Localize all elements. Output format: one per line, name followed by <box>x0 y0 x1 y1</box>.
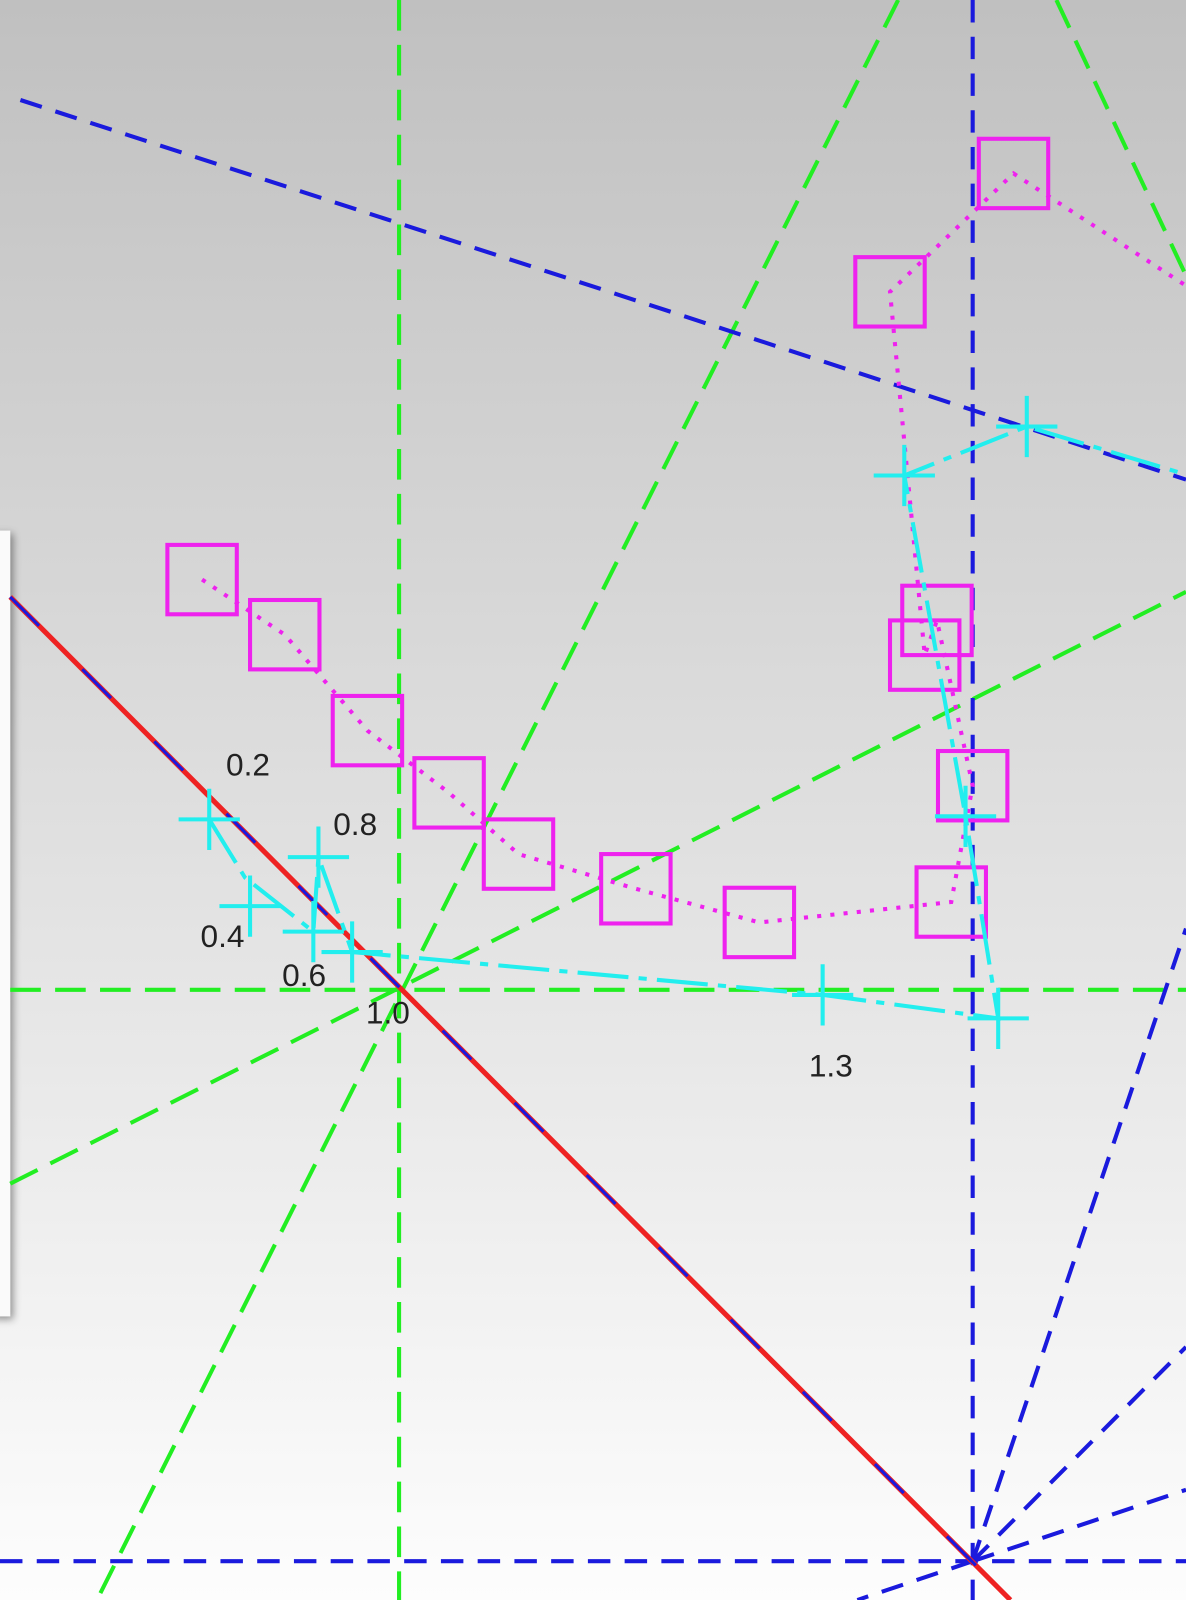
cyan-series <box>178 395 1186 1049</box>
point-label: 1.3 <box>809 1048 853 1084</box>
point-label: 0.2 <box>226 747 270 783</box>
magenta-series <box>165 136 1186 960</box>
green-guides <box>9 0 1186 1600</box>
point-label: 0.6 <box>282 957 326 993</box>
point-label: 0.8 <box>333 806 377 842</box>
point-label: 0.4 <box>201 918 245 954</box>
diagonal <box>8 595 1013 1600</box>
point-label: 1.0 <box>366 995 410 1031</box>
side-panel <box>0 530 11 1317</box>
